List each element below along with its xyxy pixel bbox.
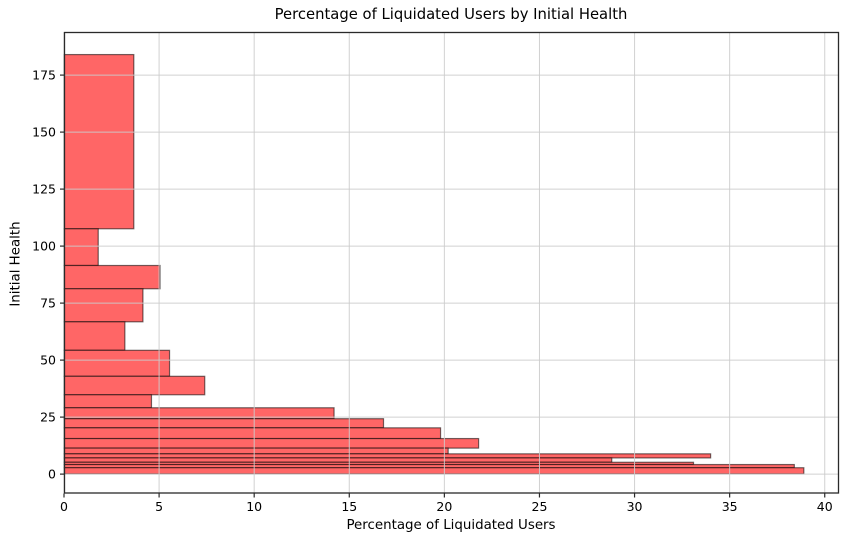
bar bbox=[62, 447, 449, 454]
bar bbox=[62, 417, 384, 428]
bar bbox=[62, 375, 205, 395]
plot-border bbox=[63, 31, 839, 494]
bar bbox=[62, 452, 711, 459]
y-tick-label: 50 bbox=[40, 352, 56, 367]
bar bbox=[62, 287, 144, 322]
y-tick-label: 25 bbox=[40, 409, 56, 424]
x-tick-label: 20 bbox=[436, 499, 452, 514]
bar bbox=[62, 264, 161, 289]
bar bbox=[62, 53, 134, 229]
bar bbox=[62, 349, 170, 377]
plot-area: 0 5 10 15 20 25 30 35 40 0 25 50 75 100 125 150 175 bbox=[32, 31, 839, 514]
bar bbox=[62, 393, 152, 408]
y-tick-label: 175 bbox=[32, 67, 56, 82]
x-tick-label: 10 bbox=[246, 499, 262, 514]
x-tick-label: 30 bbox=[626, 499, 642, 514]
bar bbox=[62, 456, 612, 463]
bar bbox=[62, 320, 125, 351]
chart-title: Percentage of Liquidated Users by Initia… bbox=[274, 6, 628, 23]
bar bbox=[62, 227, 99, 266]
y-tick-label: 0 bbox=[48, 466, 56, 481]
bar bbox=[62, 466, 804, 474]
bar bbox=[62, 437, 479, 449]
bar bbox=[62, 426, 441, 439]
x-tick-label: 15 bbox=[341, 499, 357, 514]
x-tick-label: 25 bbox=[531, 499, 547, 514]
x-tick-label: 5 bbox=[155, 499, 163, 514]
x-tick-label: 35 bbox=[721, 499, 737, 514]
y-tick-label: 125 bbox=[32, 181, 56, 196]
x-tick-label: 40 bbox=[816, 499, 832, 514]
y-axis-label: Initial Health bbox=[8, 221, 24, 307]
x-axis-label: Percentage of Liquidated Users bbox=[346, 518, 556, 533]
y-tick-label: 100 bbox=[32, 238, 56, 253]
x-tick-label: 0 bbox=[60, 499, 68, 514]
y-tick-label: 150 bbox=[32, 124, 56, 139]
y-tick-label: 75 bbox=[40, 295, 56, 310]
